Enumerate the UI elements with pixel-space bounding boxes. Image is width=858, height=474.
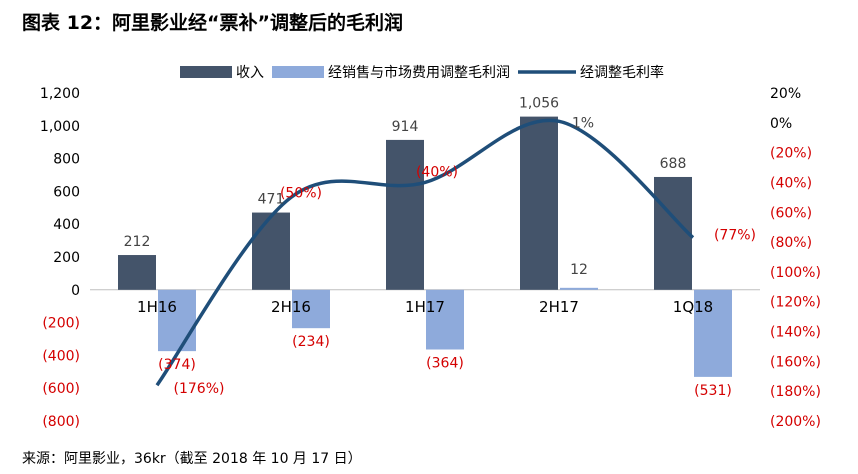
y-tick-label: 800 bbox=[53, 152, 80, 168]
y2-tick-label: (120%) bbox=[770, 295, 821, 311]
y2-tick-label: (140%) bbox=[770, 325, 821, 341]
y2-tick-label: (160%) bbox=[770, 354, 821, 370]
gross-profit-label: (374) bbox=[158, 357, 196, 373]
y-tick-label: 400 bbox=[53, 217, 80, 233]
revenue-bar bbox=[386, 139, 424, 290]
right-y-axis: 20% 0% (20%) (40%) (60%) (80%) (100%) (120%) (14… bbox=[770, 86, 821, 430]
revenue-bar bbox=[252, 212, 290, 290]
revenue-bar bbox=[118, 255, 156, 290]
y-tick-label: 1,000 bbox=[40, 119, 80, 135]
revenue-bar bbox=[654, 176, 692, 290]
y-tick-label: 200 bbox=[53, 250, 80, 266]
gross-profit-bar bbox=[694, 289, 732, 377]
source-note: 来源：阿里影业，36kr（截至 2018 年 10 月 17 日） bbox=[22, 451, 362, 467]
category-label: 1Q18 bbox=[673, 298, 713, 316]
gross-profit-bar bbox=[158, 289, 196, 352]
gross-profit-label: (531) bbox=[694, 383, 732, 399]
revenue-label: 212 bbox=[124, 234, 151, 250]
revenue-bar bbox=[520, 116, 558, 290]
x-axis-labels: 1H16 2H16 1H17 2H17 1Q18 bbox=[137, 298, 713, 316]
revenue-label: 471 bbox=[258, 192, 285, 208]
gross-profit-label: 12 bbox=[570, 262, 588, 278]
chart-title: 图表 12：阿里影业经“票补”调整后的毛利润 bbox=[22, 12, 404, 34]
y2-tick-label: 0% bbox=[770, 116, 792, 132]
bars bbox=[118, 116, 732, 377]
margin-label: 1% bbox=[572, 115, 594, 131]
margin-line-path bbox=[155, 118, 695, 387]
gross-profit-label: (234) bbox=[292, 334, 330, 350]
legend-swatch bbox=[272, 66, 324, 78]
y-tick-label: 600 bbox=[53, 184, 80, 200]
gross-profit-bar bbox=[426, 289, 464, 350]
gross-profit-label: (364) bbox=[426, 355, 464, 371]
y-tick-label: (400) bbox=[42, 348, 80, 364]
category-label: 1H16 bbox=[137, 298, 177, 316]
revenue-label: 914 bbox=[392, 119, 419, 135]
y-tick-label: (600) bbox=[42, 381, 80, 397]
y2-tick-label: (100%) bbox=[770, 265, 821, 281]
revenue-label: 688 bbox=[660, 156, 687, 172]
y2-tick-label: (200%) bbox=[770, 414, 821, 430]
legend-label: 经销售与市场费用调整毛利润 bbox=[328, 64, 510, 81]
revenue-label: 1,056 bbox=[519, 96, 559, 112]
left-y-axis: 1,200 1,000 800 600 400 200 0 (200) (400) (600) (8… bbox=[40, 86, 80, 430]
margin-line bbox=[155, 118, 695, 387]
y2-tick-label: (20%) bbox=[770, 146, 812, 162]
margin-label: (50%) bbox=[280, 185, 322, 201]
data-labels: 212 (374) 471 (234) 914 (364) 1,056 12 688 (531) (… bbox=[124, 96, 756, 399]
y-tick-label: 0 bbox=[71, 283, 80, 299]
y2-tick-label: (60%) bbox=[770, 205, 812, 221]
y-tick-label: (200) bbox=[42, 316, 80, 332]
gross-profit-bar bbox=[292, 289, 330, 329]
margin-label: (40%) bbox=[416, 164, 458, 180]
legend-swatch bbox=[180, 66, 232, 78]
legend: 收入 经销售与市场费用调整毛利润 经调整毛利率 bbox=[180, 64, 664, 81]
category-label: 2H17 bbox=[539, 298, 579, 316]
margin-label: (77%) bbox=[714, 228, 756, 244]
margin-label: (176%) bbox=[174, 381, 225, 397]
legend-label: 经调整毛利率 bbox=[580, 64, 664, 81]
y-tick-label: 1,200 bbox=[40, 86, 80, 102]
y2-tick-label: 20% bbox=[770, 86, 801, 102]
y2-tick-label: (80%) bbox=[770, 235, 812, 251]
y2-tick-label: (180%) bbox=[770, 384, 821, 400]
y-tick-label: (800) bbox=[42, 414, 80, 430]
y2-tick-label: (40%) bbox=[770, 175, 812, 191]
category-label: 2H16 bbox=[271, 298, 311, 316]
category-label: 1H17 bbox=[405, 298, 445, 316]
gross-profit-bar bbox=[560, 287, 598, 290]
legend-label: 收入 bbox=[236, 65, 264, 81]
